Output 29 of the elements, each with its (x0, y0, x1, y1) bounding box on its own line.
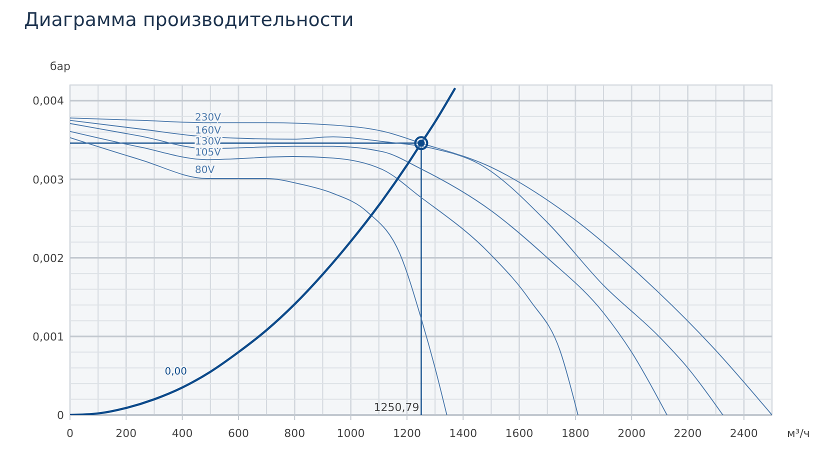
line-series (70, 137, 448, 415)
x-tick-label: 1200 (392, 427, 421, 440)
x-tick-label: 1000 (336, 427, 365, 440)
series-label: 80V (195, 165, 215, 176)
x-tick-label: 800 (284, 427, 306, 440)
x-tick-label: 0 (66, 427, 74, 440)
x-tick-label: 200 (116, 427, 137, 440)
y-tick-label: 0,001 (32, 330, 64, 344)
line-series (70, 88, 456, 415)
y-tick-label: 0,004 (32, 94, 64, 108)
x-tick-label: 1600 (505, 427, 534, 440)
series-label: 105V (195, 147, 222, 158)
ref-line-label: 1250,79 (374, 401, 420, 414)
x-tick-label: 2400 (730, 427, 758, 440)
y-tick-label: 0 (57, 409, 64, 422)
y-tick-label: 0,003 (32, 173, 64, 186)
chart-title: Диаграмма производительности (24, 9, 354, 31)
x-tick-label: 1400 (449, 427, 478, 440)
y-tick-label: 0,002 (32, 252, 64, 265)
x-tick-label: 2000 (618, 427, 646, 440)
x-axis-title: м³/ч (787, 427, 810, 440)
y-axis-title: бар (50, 60, 71, 73)
x-tick-label: 600 (228, 427, 249, 440)
x-tick-label: 1800 (561, 427, 590, 440)
series-label: 160V (195, 125, 222, 136)
series-label: 0,00 (164, 366, 187, 378)
x-tick-label: 400 (172, 427, 193, 440)
x-tick-label: 2200 (674, 427, 702, 440)
series-label: 230V (195, 112, 222, 124)
